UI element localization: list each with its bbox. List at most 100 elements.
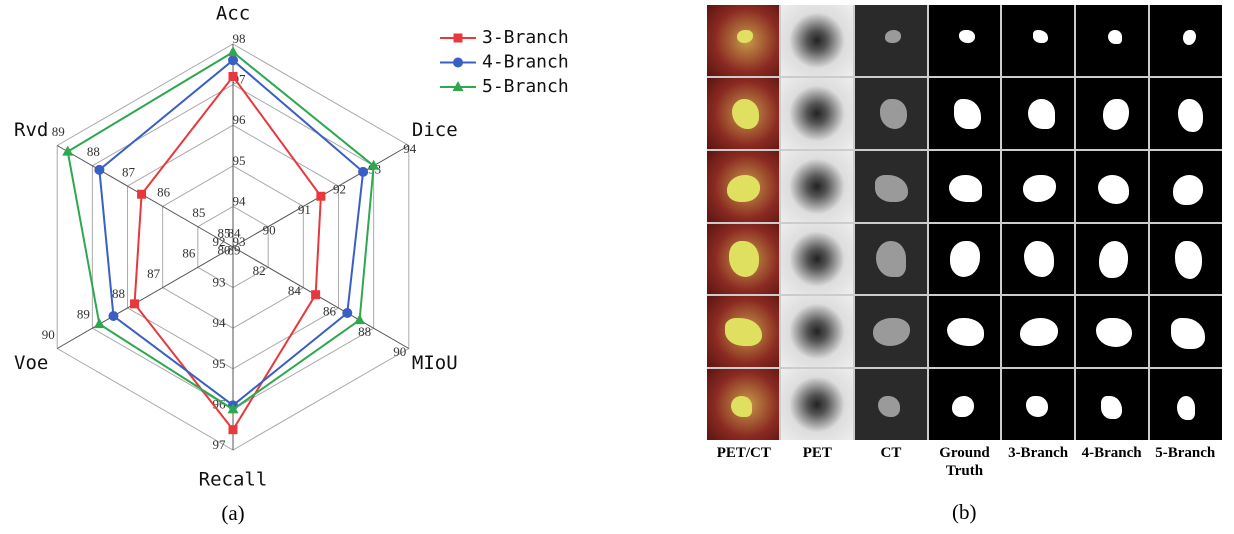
image-cell xyxy=(1150,224,1222,295)
image-cell xyxy=(781,151,853,222)
axis-name: Rvd xyxy=(14,119,48,141)
lesion xyxy=(876,241,906,276)
point xyxy=(228,46,239,56)
point xyxy=(342,308,352,318)
lesion xyxy=(732,99,759,129)
lesion xyxy=(1103,99,1129,130)
image-cell xyxy=(929,78,1001,149)
image-cell xyxy=(707,78,779,149)
image-cell xyxy=(1002,5,1074,76)
lesion xyxy=(1026,396,1048,417)
image-cell xyxy=(1076,369,1148,440)
image-cell xyxy=(1150,78,1222,149)
lesion xyxy=(885,30,901,43)
lesion xyxy=(949,175,982,202)
image-cell xyxy=(1002,369,1074,440)
tick-label: 82 xyxy=(253,263,266,278)
tick-label: 90 xyxy=(42,327,55,342)
lesion xyxy=(1023,175,1056,202)
point xyxy=(108,311,118,321)
point xyxy=(316,192,325,201)
image-cell xyxy=(855,5,927,76)
tick-label: 94 xyxy=(213,315,227,330)
image-cell xyxy=(707,296,779,367)
tick-label: 89 xyxy=(77,307,90,322)
column-label: PET/CT xyxy=(707,444,781,480)
lesion xyxy=(1024,241,1054,276)
lesion xyxy=(1108,30,1122,44)
axis-name: Recall xyxy=(199,469,268,491)
lesion xyxy=(737,30,753,43)
lesion xyxy=(1033,30,1049,43)
point xyxy=(130,299,139,308)
image-cell xyxy=(855,296,927,367)
lesion xyxy=(952,396,974,417)
tick-label: 86 xyxy=(323,304,337,319)
image-cell xyxy=(929,296,1001,367)
lesion xyxy=(729,241,759,276)
legend-marker xyxy=(454,34,463,43)
axis-name: MIoU xyxy=(412,352,458,374)
tick-label: 84 xyxy=(228,225,242,240)
column-label: Ground Truth xyxy=(928,444,1002,480)
lesion xyxy=(799,318,836,346)
tick-label: 93 xyxy=(213,275,226,290)
tick-label: 86 xyxy=(182,246,196,261)
tick-label: 91 xyxy=(298,202,311,217)
image-cell xyxy=(1150,369,1222,440)
image-cell xyxy=(1076,296,1148,367)
point xyxy=(311,290,320,299)
image-cell xyxy=(707,369,779,440)
lesion xyxy=(1177,396,1196,420)
image-grid xyxy=(707,5,1222,440)
image-cell xyxy=(781,224,853,295)
image-cell xyxy=(1002,224,1074,295)
lesion xyxy=(873,318,910,346)
tick-label: 90 xyxy=(393,344,406,359)
caption: (b) xyxy=(952,500,977,525)
axis-name: Dice xyxy=(412,119,458,141)
column-label: 5-Branch xyxy=(1148,444,1222,480)
point xyxy=(137,190,146,199)
tick-label: 88 xyxy=(112,286,125,301)
image-cell xyxy=(707,151,779,222)
lesion xyxy=(802,241,832,276)
lesion xyxy=(731,396,753,417)
image-cell xyxy=(781,78,853,149)
tick-label: 90 xyxy=(263,222,276,237)
tick-label: 88 xyxy=(358,324,371,339)
image-cell xyxy=(929,151,1001,222)
tick-label: 96 xyxy=(233,112,247,127)
image-cell xyxy=(781,5,853,76)
lesion xyxy=(1173,175,1203,205)
tick-label: 87 xyxy=(122,164,136,179)
tick-label: 94 xyxy=(233,193,247,208)
column-label: 4-Branch xyxy=(1075,444,1149,480)
point xyxy=(228,55,238,65)
image-cell xyxy=(1076,78,1148,149)
image-cell xyxy=(1076,224,1148,295)
legend-label: 4-Branch xyxy=(482,52,569,73)
tick-label: 95 xyxy=(233,153,246,168)
lesion xyxy=(725,318,762,346)
axis-name: Voe xyxy=(14,352,48,374)
image-cell xyxy=(1002,296,1074,367)
page: (a) Acc939495969798Dice899091929394MIoU8… xyxy=(0,0,1234,534)
lesion xyxy=(1183,30,1196,46)
spoke xyxy=(57,247,233,349)
image-cell xyxy=(855,78,927,149)
image-cell xyxy=(781,369,853,440)
point xyxy=(229,425,238,434)
radar-chart: (a) Acc939495969798Dice899091929394MIoU8… xyxy=(0,0,700,534)
lesion xyxy=(806,99,833,129)
lesion xyxy=(727,175,760,202)
lesion xyxy=(1099,241,1128,278)
point xyxy=(354,314,365,324)
image-cell xyxy=(707,224,779,295)
image-cell xyxy=(1076,151,1148,222)
image-cell xyxy=(855,224,927,295)
lesion xyxy=(954,99,981,129)
column-label: 3-Branch xyxy=(1001,444,1075,480)
tick-label: 88 xyxy=(87,144,100,159)
